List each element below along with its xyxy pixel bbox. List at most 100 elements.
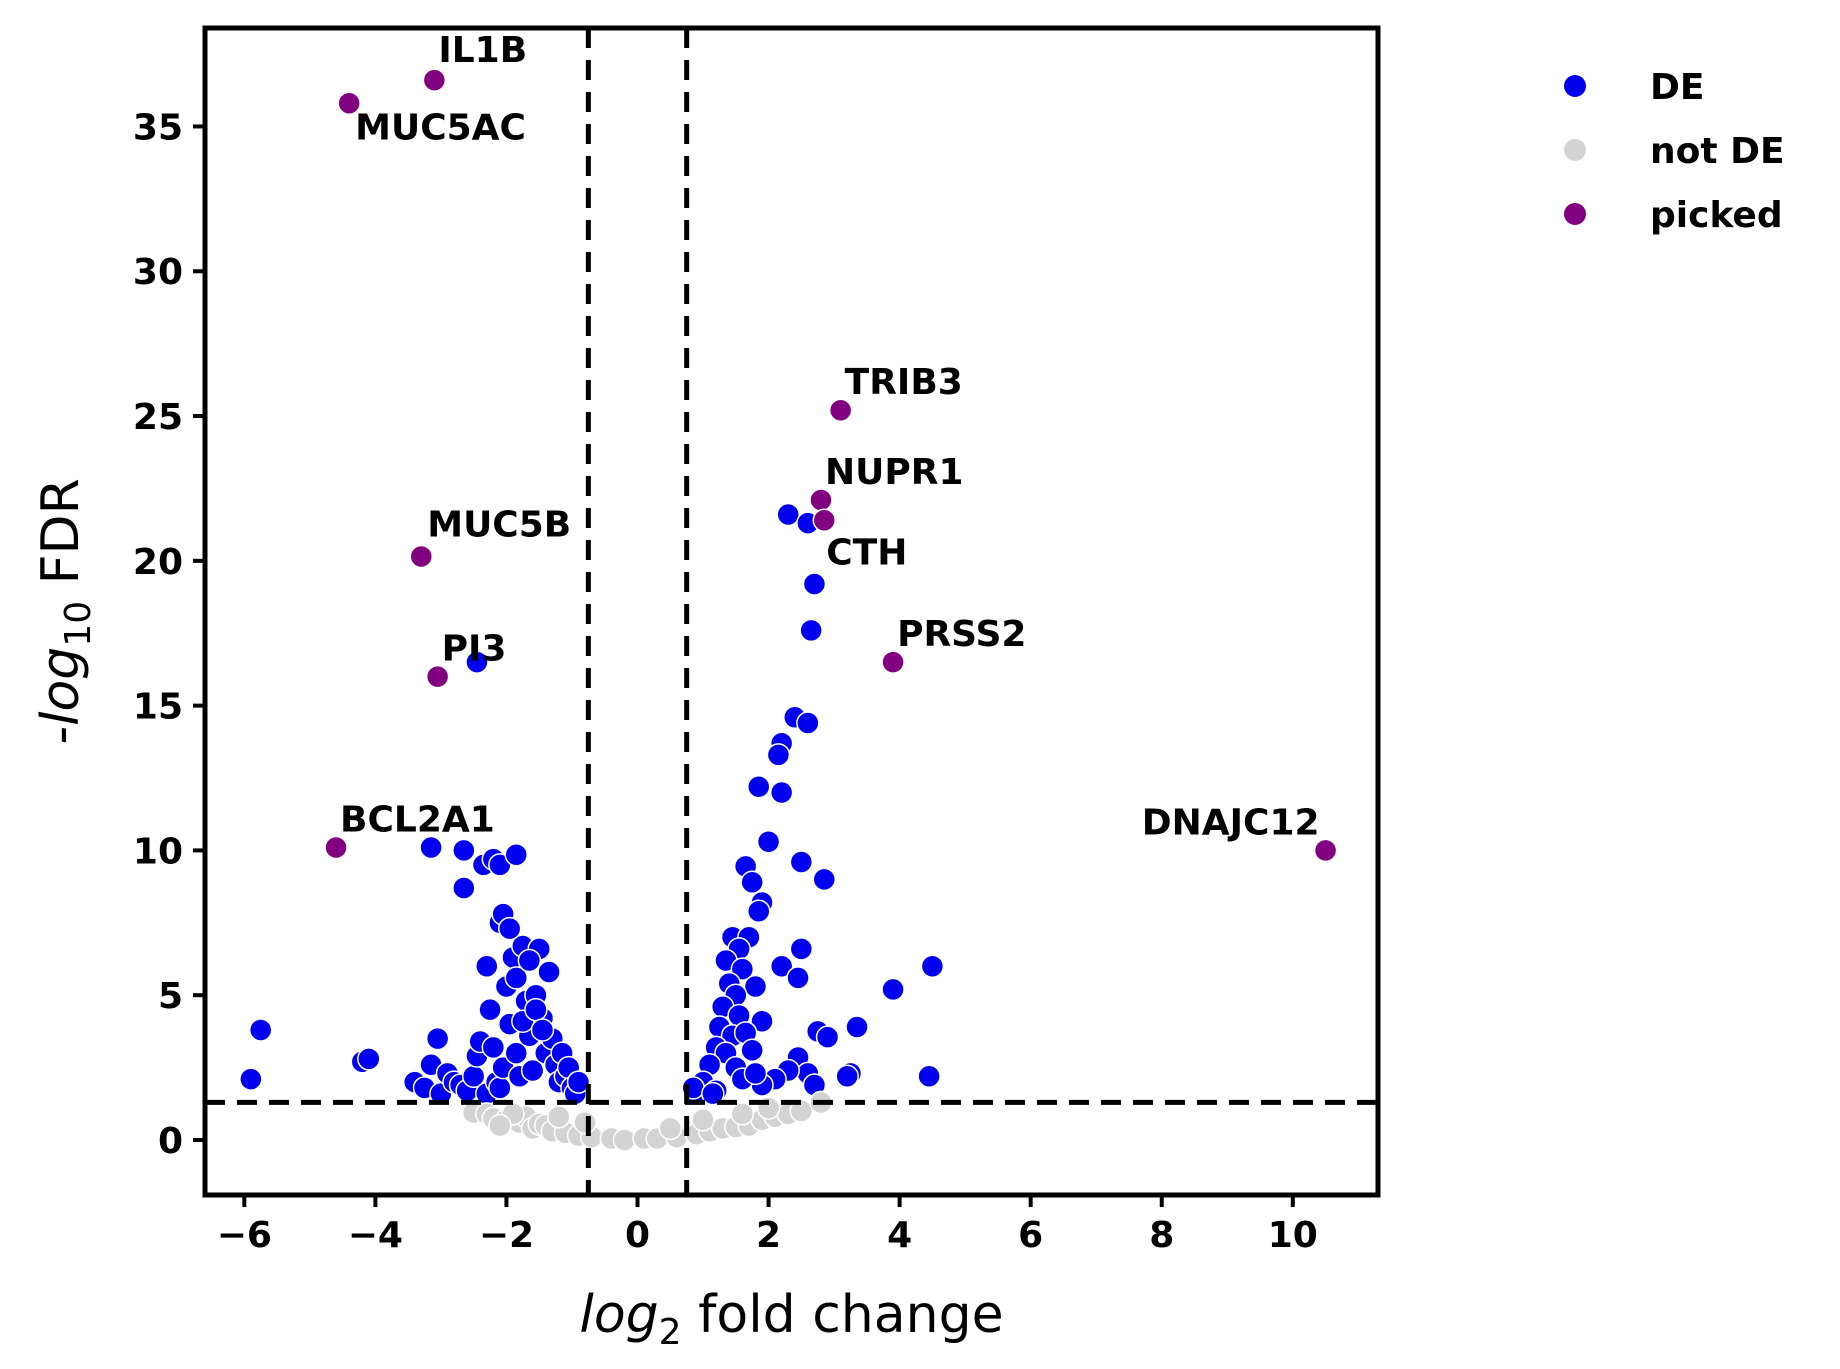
de-point [740,1038,764,1062]
x-tick-label: −6 [217,1215,272,1256]
y-tick-label: 20 [133,542,183,583]
de-point [917,1064,941,1089]
picked-points [324,68,1338,863]
de-point [802,572,827,596]
de-point [504,966,529,990]
de-point [743,974,768,999]
de-point [478,997,502,1022]
y-tick-label: 15 [133,687,183,728]
gene-label: PI3 [442,629,507,670]
not-de-point [789,1099,814,1123]
y-tick-label: 25 [133,397,183,438]
picked-point [425,664,450,689]
y-axis-title-main: log [31,647,91,726]
x-tick-label: −4 [348,1215,403,1256]
picked-point [828,398,853,422]
picked-point [812,508,837,533]
de-point [517,948,542,973]
gene-label: DNAJC12 [1142,802,1320,843]
legend-marker [1564,203,1586,225]
de-point [750,1009,774,1034]
de-point [248,1018,273,1042]
gene-label: TRIB3 [845,362,963,403]
de-point [419,835,443,860]
legend-label: DE [1650,67,1704,108]
de-point [357,1047,381,1071]
y-tick-label: 10 [133,831,183,872]
plot-frame [202,25,1381,1198]
picked-point [324,835,348,860]
de-point [730,957,755,981]
y-axis-title-prefix: - [31,726,91,745]
not-de-point [691,1107,715,1132]
de-point [497,916,522,941]
legend-label: not DE [1650,131,1785,172]
de-points [239,502,945,1106]
y-axis-title-rest: FDR [31,478,91,601]
x-axis-title-rest: fold change [682,1285,1004,1345]
legend: DE not DE picked [1564,67,1785,236]
y-axis-ticks: 0 5 10 15 20 25 30 35 [133,107,205,1162]
x-tick-label: 0 [625,1215,650,1256]
de-point [488,1076,512,1100]
de-point [452,838,476,863]
y-axis-title-sub: 10 [58,601,99,647]
not-de-point [612,1128,637,1152]
not-de-point [730,1102,755,1126]
de-point [239,1067,263,1091]
de-point [796,711,820,735]
de-point [475,954,499,978]
de-point [776,502,800,527]
x-tick-label: −2 [479,1215,534,1256]
x-axis-title-sub: 2 [659,1312,682,1353]
x-tick-label: 10 [1268,1215,1318,1256]
de-point [504,842,529,867]
gene-label: MUC5B [427,504,571,545]
picked-point [337,91,361,116]
not-de-point [547,1105,571,1129]
y-tick-label: 35 [133,107,183,148]
de-point [789,937,814,961]
x-tick-label: 4 [887,1215,912,1256]
gene-labels: IL1B MUC5AC MUC5B PI3 BCL2A1 TRIB3 NUPR1 CTH PRS… [340,30,1320,843]
x-tick-label: 2 [756,1215,781,1256]
x-axis-ticks: −6 −4 −2 0 2 4 6 8 10 [217,1195,1318,1256]
de-point [746,774,771,799]
legend-marker [1564,75,1586,97]
y-tick-label: 0 [158,1121,183,1162]
not-de-point [488,1113,512,1138]
x-tick-label: 8 [1149,1215,1174,1256]
gene-label: MUC5AC [355,107,526,148]
x-axis-title-main: log [579,1285,658,1345]
legend-marker [1564,139,1586,161]
de-point [815,1025,840,1049]
threshold-lines [205,28,1378,1195]
de-point [524,997,548,1022]
de-point [756,829,781,854]
legend-label: picked [1650,195,1783,236]
de-point [425,1026,450,1051]
de-point [520,1058,545,1083]
de-point [537,960,561,984]
de-point [530,1018,555,1042]
y-tick-label: 30 [133,252,183,293]
de-point [701,1081,725,1106]
gene-label: BCL2A1 [340,800,495,841]
de-point [835,1064,859,1089]
picked-point [881,650,905,674]
de-point [452,876,476,900]
picked-point [409,544,434,569]
de-point [465,650,489,674]
de-point [786,966,810,990]
y-tick-label: 5 [158,976,183,1017]
de-point [799,618,823,643]
de-point [746,899,771,923]
not-de-point [573,1110,597,1135]
de-point [920,954,945,978]
de-point [769,954,794,978]
picked-point [422,68,447,92]
gene-label: IL1B [438,30,527,71]
de-point [740,870,764,895]
x-tick-label: 6 [1018,1215,1043,1256]
